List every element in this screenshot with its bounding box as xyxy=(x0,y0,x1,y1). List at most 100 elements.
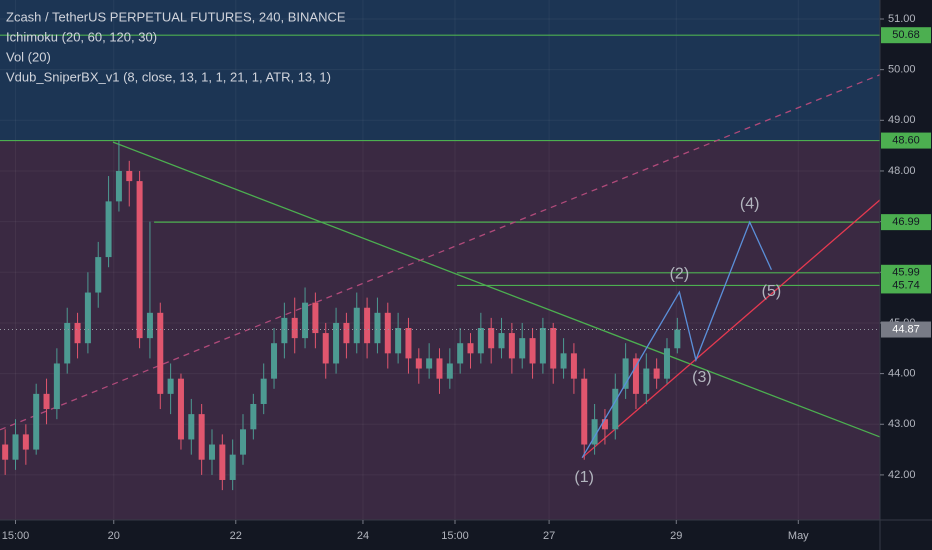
candle-body xyxy=(240,429,247,455)
candle-body xyxy=(281,317,288,344)
level-tag xyxy=(881,27,931,44)
wave-label: (5) xyxy=(762,283,782,300)
candle-body xyxy=(302,302,309,339)
candle-body xyxy=(126,170,133,182)
candle-body xyxy=(560,353,567,369)
candle-body xyxy=(643,368,650,394)
wave-path xyxy=(581,220,773,459)
candle-body xyxy=(33,393,40,450)
candle-body xyxy=(467,343,474,354)
candle-body xyxy=(663,348,670,379)
time-axis xyxy=(0,520,932,550)
y-tick-label: 43.00 xyxy=(888,418,916,430)
x-tick-label: 15:00 xyxy=(2,530,30,542)
chart-title: Zcash / TetherUS PERPETUAL FUTURES, 240,… xyxy=(6,9,346,24)
candle-body xyxy=(229,454,236,480)
level-tag xyxy=(881,132,931,149)
y-tick-label: 42.00 xyxy=(888,469,916,481)
candle-body xyxy=(146,312,153,339)
level-label: 46.99 xyxy=(892,216,920,228)
candle-body xyxy=(405,328,412,359)
candle-body xyxy=(477,328,484,354)
candle-body xyxy=(177,378,184,440)
trendline xyxy=(112,141,881,438)
level-tag xyxy=(881,214,931,231)
x-tick-label: May xyxy=(788,530,809,542)
zone-upper xyxy=(0,0,880,141)
candle-body xyxy=(12,434,19,460)
candle-body xyxy=(208,444,215,460)
candle-body xyxy=(550,328,557,369)
trendline xyxy=(0,74,881,431)
y-tick-label: 50.00 xyxy=(888,64,916,76)
plot: (1) (2) (3) (4) (5) xyxy=(0,34,881,491)
candle-body xyxy=(188,414,195,440)
level-label: 48.60 xyxy=(892,134,920,146)
candle-body xyxy=(353,307,360,344)
candle-body xyxy=(105,201,112,258)
background xyxy=(0,0,880,520)
last-price-tag xyxy=(881,321,931,338)
candle-body xyxy=(570,353,577,379)
indicator: Ichimoku (20, 60, 120, 30) xyxy=(6,29,157,44)
candle-body xyxy=(157,312,164,394)
candle-body xyxy=(333,322,340,364)
x-tick-label: 24 xyxy=(357,530,369,542)
candle-body xyxy=(74,322,81,344)
candle-body xyxy=(43,393,50,410)
candle-body xyxy=(632,358,639,394)
candle-body xyxy=(271,343,278,379)
x-tick-label: 15:00 xyxy=(441,530,469,542)
candle-body xyxy=(343,322,350,344)
candle-body xyxy=(519,338,526,359)
wave-label: (4) xyxy=(740,195,760,212)
x-tick-label: 20 xyxy=(108,530,120,542)
candle-body xyxy=(446,363,453,379)
candle-body xyxy=(384,312,391,354)
candle-body xyxy=(539,328,546,364)
candle-body xyxy=(395,328,402,354)
candle-body xyxy=(22,434,29,450)
candle-body xyxy=(64,322,71,364)
y-tick-label: 48.00 xyxy=(888,165,916,177)
candle-body xyxy=(488,328,495,349)
candle-body xyxy=(622,358,629,389)
candle-body xyxy=(612,388,619,430)
x-tick-label: 22 xyxy=(230,530,242,542)
candle-body xyxy=(260,378,267,404)
candle-body xyxy=(591,419,598,445)
y-tick-label: 51.00 xyxy=(888,13,916,25)
indicator: Vol (20) xyxy=(6,49,51,64)
candle-body xyxy=(529,338,536,364)
wave-label: (3) xyxy=(692,369,712,386)
candle-body xyxy=(457,343,464,364)
candle-body xyxy=(115,170,122,202)
y-tick-label: 44.00 xyxy=(888,368,916,380)
candle-body xyxy=(84,292,91,344)
candle-body xyxy=(312,302,319,334)
axes: 42.0043.0044.0045.0046.0047.0048.0049.00… xyxy=(2,13,931,542)
candle-body xyxy=(498,333,505,349)
wave-label: (2) xyxy=(670,265,690,282)
candle-body xyxy=(198,414,205,460)
candle-body xyxy=(250,403,257,430)
level-tag xyxy=(881,277,931,294)
wave-label: (1) xyxy=(574,469,594,486)
candle-body xyxy=(601,419,608,430)
candle-body xyxy=(436,358,443,379)
level-label: 50.68 xyxy=(892,29,920,41)
trendline xyxy=(581,199,881,459)
candle-body xyxy=(136,181,143,339)
indicator: Vdub_SniperBX_v1 (8, close, 13, 1, 1, 21… xyxy=(6,69,331,84)
candle-body xyxy=(374,312,381,344)
candle-body xyxy=(2,444,9,460)
candle-body xyxy=(415,358,422,369)
zone-lower xyxy=(0,140,880,520)
candle-body xyxy=(291,317,298,339)
candle-body xyxy=(95,257,102,293)
x-tick-label: 27 xyxy=(543,530,555,542)
candle-body xyxy=(322,333,329,364)
level-label: 45.99 xyxy=(892,267,920,279)
